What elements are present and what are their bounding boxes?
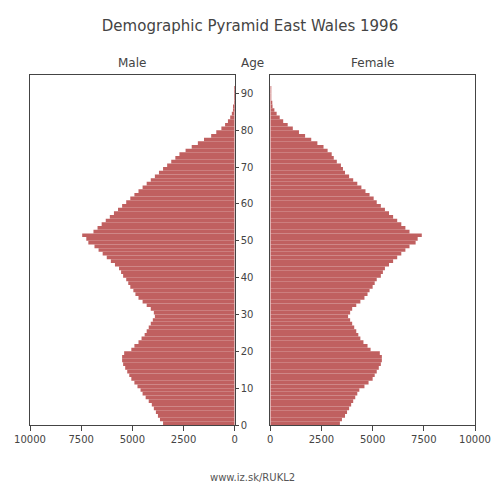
svg-text:0: 0: [241, 420, 247, 431]
svg-text:80: 80: [241, 125, 254, 136]
svg-text:5000: 5000: [120, 434, 145, 445]
svg-text:50: 50: [241, 235, 254, 246]
svg-text:40: 40: [241, 272, 254, 283]
svg-text:Demographic Pyramid East Wales: Demographic Pyramid East Wales 1996: [102, 17, 398, 35]
svg-text:Age: Age: [241, 56, 264, 70]
svg-text:7500: 7500: [411, 434, 436, 445]
svg-text:70: 70: [241, 162, 254, 173]
svg-text:90: 90: [241, 88, 254, 99]
svg-text:60: 60: [241, 198, 254, 209]
svg-text:5000: 5000: [360, 434, 385, 445]
svg-text:30: 30: [241, 309, 254, 320]
svg-text:2500: 2500: [309, 434, 334, 445]
svg-text:Female: Female: [351, 56, 394, 70]
svg-text:7500: 7500: [68, 434, 93, 445]
svg-text:10000: 10000: [459, 434, 491, 445]
svg-text:www.iz.sk/RUKL2: www.iz.sk/RUKL2: [210, 472, 295, 483]
svg-text:0: 0: [232, 434, 238, 445]
svg-text:0: 0: [267, 434, 273, 445]
svg-text:20: 20: [241, 346, 254, 357]
svg-text:Male: Male: [118, 56, 146, 70]
svg-text:10000: 10000: [14, 434, 46, 445]
svg-text:2500: 2500: [171, 434, 196, 445]
svg-text:10: 10: [241, 383, 254, 394]
